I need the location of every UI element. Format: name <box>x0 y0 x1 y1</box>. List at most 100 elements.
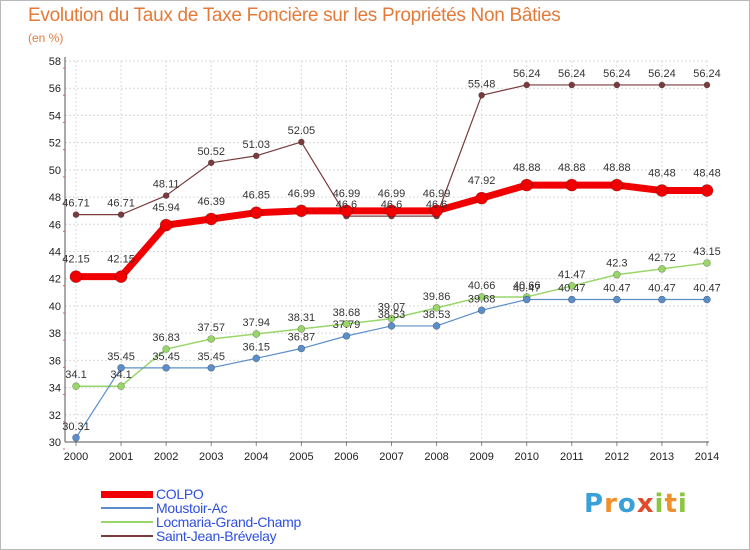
data-point <box>567 282 576 290</box>
data-point <box>387 322 396 330</box>
data-label: 35.45 <box>107 351 135 363</box>
legend-swatch <box>101 490 153 498</box>
chart-title: Evolution du Taux de Taxe Foncière sur l… <box>28 5 561 26</box>
data-point <box>298 138 305 146</box>
data-point <box>252 152 260 160</box>
data-point <box>478 91 485 99</box>
data-label: 46.6 <box>381 199 402 211</box>
x-tick-label: 2014 <box>695 451 719 463</box>
data-point <box>658 81 666 89</box>
data-point <box>162 345 170 353</box>
data-point <box>430 204 443 218</box>
data-point <box>72 433 80 442</box>
data-label: 42.72 <box>648 252 676 264</box>
data-label: 34.1 <box>110 369 131 381</box>
data-label: 56.24 <box>648 68 676 80</box>
data-label: 41.47 <box>558 269 586 281</box>
y-tick-label: 54 <box>49 110 61 122</box>
data-label: 52.05 <box>288 125 316 137</box>
data-label: 42.15 <box>107 254 135 266</box>
data-label: 37.79 <box>333 319 361 331</box>
data-point <box>252 354 261 363</box>
data-label: 46.39 <box>197 196 225 208</box>
data-label: 46.71 <box>62 198 90 210</box>
logo-letter: P <box>584 489 605 519</box>
data-point <box>207 364 216 372</box>
data-label: 36.83 <box>152 332 180 344</box>
data-label: 39.68 <box>468 293 496 305</box>
data-point <box>387 314 396 323</box>
data-point <box>475 191 488 205</box>
data-label: 30.31 <box>62 421 90 433</box>
data-point <box>342 320 351 328</box>
x-tick-label: 2013 <box>650 451 674 463</box>
legend-swatch <box>101 535 153 537</box>
x-tick-label: 2012 <box>605 451 629 463</box>
data-label: 56.24 <box>603 68 631 80</box>
data-point <box>613 270 621 279</box>
data-point <box>295 204 308 218</box>
data-point <box>207 335 216 343</box>
data-point <box>72 382 80 391</box>
data-point <box>658 265 666 273</box>
data-label: 36.15 <box>243 341 271 353</box>
legend-item-saint-jean-brevelay: Saint-Jean-Brévelay <box>101 528 361 544</box>
data-label: 48.48 <box>648 168 676 180</box>
proxiti-logo: Proxiti <box>584 489 688 519</box>
data-label: 39.07 <box>378 302 406 314</box>
data-point <box>297 344 306 353</box>
data-point <box>520 178 534 192</box>
y-tick-label: 36 <box>49 355 61 367</box>
x-tick-label: 2007 <box>379 451 403 463</box>
data-label: 46.6 <box>336 199 357 211</box>
data-label: 38.31 <box>288 312 316 324</box>
data-label: 51.03 <box>243 139 271 151</box>
data-label: 56.24 <box>558 68 586 80</box>
data-label: 37.57 <box>197 322 225 334</box>
data-point <box>114 270 128 283</box>
data-label: 37.94 <box>243 317 271 329</box>
data-label: 48.88 <box>513 162 541 174</box>
x-tick-label: 2001 <box>109 451 133 463</box>
legend-label: Saint-Jean-Brévelay <box>156 528 277 544</box>
data-label: 42.15 <box>62 254 90 266</box>
data-label: 48.88 <box>558 162 586 174</box>
x-tick-label: 2003 <box>199 451 223 463</box>
data-label: 46.99 <box>288 188 316 200</box>
y-tick-label: 58 <box>49 56 61 68</box>
data-label: 47.92 <box>468 175 496 187</box>
data-label: 48.88 <box>603 162 631 174</box>
data-label: 56.24 <box>693 68 721 80</box>
data-label: 36.87 <box>288 332 316 344</box>
data-label: 42.3 <box>606 258 627 270</box>
y-tick-label: 44 <box>49 247 61 259</box>
data-point <box>432 304 441 312</box>
data-point <box>117 382 125 391</box>
data-label: 55.48 <box>468 78 496 90</box>
data-point <box>117 364 125 372</box>
data-point <box>567 295 576 304</box>
data-label: 40.66 <box>468 280 496 292</box>
data-point <box>207 159 215 167</box>
data-point <box>432 322 441 330</box>
legend-label: COLPO <box>156 486 204 502</box>
unit-label: (en %) <box>28 31 64 45</box>
data-point <box>613 81 621 89</box>
data-label: 38.68 <box>333 307 361 319</box>
data-point <box>523 81 531 89</box>
data-label: 46.99 <box>333 188 361 200</box>
data-label: 46.6 <box>426 199 447 211</box>
y-tick-label: 50 <box>49 165 61 177</box>
data-label: 38.53 <box>378 309 406 321</box>
data-label: 48.48 <box>693 168 721 180</box>
x-tick-label: 2011 <box>560 451 584 463</box>
y-tick-label: 34 <box>49 383 61 395</box>
logo-letter: i <box>654 489 665 519</box>
y-tick-label: 30 <box>49 437 61 449</box>
data-point <box>72 211 80 218</box>
logo-letter: r <box>604 489 618 519</box>
legend-item-moustoir-ac: Moustoir-Ac <box>101 500 361 516</box>
data-point <box>703 81 711 89</box>
data-label: 35.45 <box>152 351 180 363</box>
